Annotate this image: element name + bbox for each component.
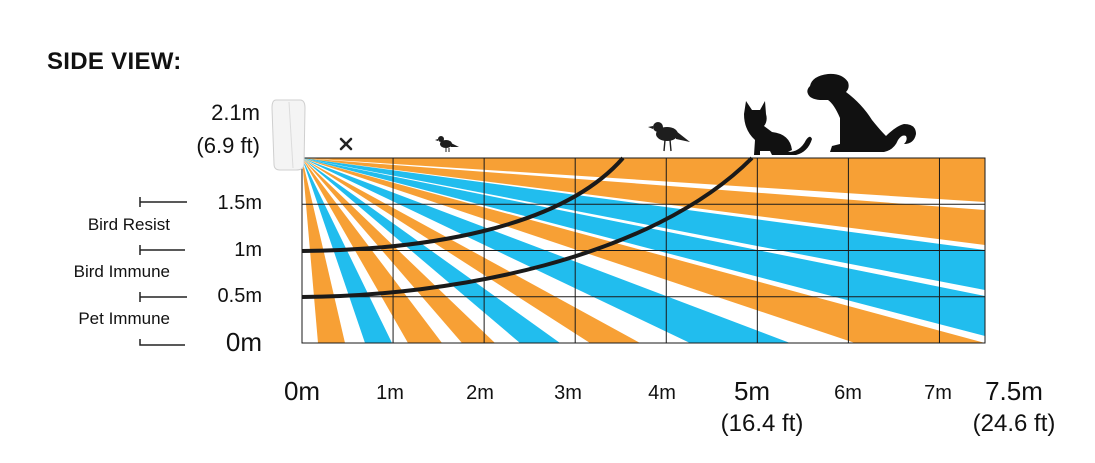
x-tick-label: 4m bbox=[648, 382, 676, 404]
x-tick-label: 7.5m bbox=[985, 376, 1043, 406]
small-bird-icon bbox=[435, 136, 459, 152]
zone-bracket bbox=[139, 292, 187, 302]
x-tick-label: 1m bbox=[376, 382, 404, 404]
y-tick-label: 0.5m bbox=[217, 284, 262, 307]
zone-label: Bird Immune bbox=[73, 262, 170, 281]
bird-immune-range-curve bbox=[301, 156, 625, 253]
beam-orange bbox=[302, 158, 985, 202]
x-mark-icon bbox=[339, 137, 353, 151]
zone-brackets bbox=[139, 197, 187, 346]
zone-bracket bbox=[139, 245, 185, 255]
diagram-title: SIDE VIEW: bbox=[47, 48, 182, 75]
x-tick-label: 7m bbox=[924, 382, 952, 404]
x-tick-label: 3m bbox=[554, 382, 582, 404]
beam-orange bbox=[302, 158, 985, 245]
bird-icon bbox=[648, 122, 690, 152]
zone-label: Bird Resist bbox=[87, 215, 170, 234]
x-tick-label: 0m bbox=[283, 376, 321, 406]
beam-blue bbox=[302, 158, 985, 290]
y-tick-label: 1.5m bbox=[217, 192, 262, 215]
mount-height-meters: 2.1m bbox=[211, 100, 260, 125]
mount-height-feet: (6.9 ft) bbox=[196, 133, 260, 158]
sensor-icon bbox=[271, 99, 306, 171]
y-tick-label: 1m bbox=[234, 238, 262, 261]
pet-immune-range-curve bbox=[301, 156, 754, 299]
beam-blue bbox=[302, 158, 985, 336]
zone-label: Pet Immune bbox=[78, 309, 170, 328]
y-tick-label: 0m bbox=[225, 327, 262, 357]
dog-icon bbox=[807, 73, 916, 152]
x-tick-label: 6m bbox=[834, 382, 862, 404]
zone-bracket bbox=[139, 339, 185, 346]
x-tick-sublabel: (16.4 ft) bbox=[720, 410, 804, 437]
x-tick-sublabel: (24.6 ft) bbox=[972, 410, 1056, 437]
x-tick-label: 2m bbox=[466, 382, 494, 404]
x-tick-label: 5m bbox=[733, 376, 771, 406]
cat-icon bbox=[744, 101, 812, 155]
zone-bracket bbox=[139, 197, 187, 207]
